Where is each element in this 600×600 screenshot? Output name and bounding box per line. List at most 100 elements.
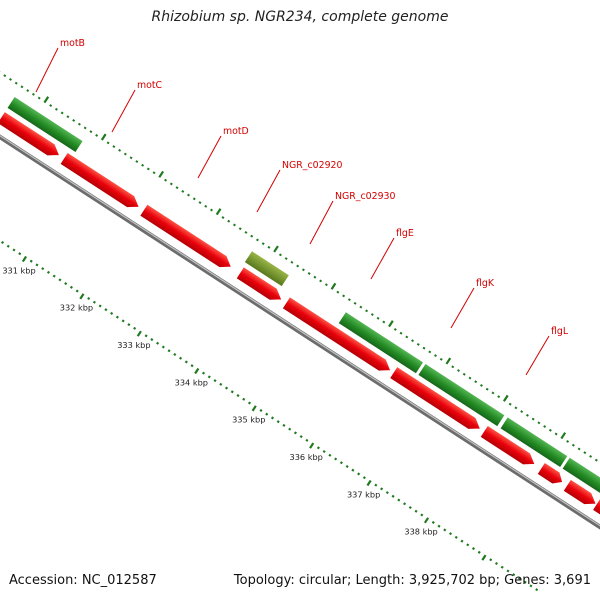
ruler-label: 338 kbp bbox=[404, 527, 437, 537]
ruler-minor-tick bbox=[293, 431, 297, 435]
ruler-minor-tick bbox=[403, 502, 407, 506]
reverse-gene-arrow bbox=[235, 266, 283, 301]
outer-minor-tick bbox=[566, 440, 570, 443]
outer-minor-tick bbox=[370, 313, 374, 316]
ruler-minor-tick bbox=[230, 390, 234, 394]
reverse-gene-arrow bbox=[59, 151, 140, 209]
ruler-minor-tick bbox=[397, 498, 401, 502]
outer-minor-tick bbox=[479, 384, 483, 387]
outer-major-tick bbox=[158, 170, 165, 178]
outer-minor-tick bbox=[548, 428, 552, 432]
outer-minor-tick bbox=[439, 357, 443, 361]
genome-summary-text: Topology: circular; Length: 3,925,702 bp… bbox=[233, 573, 591, 588]
ruler-major-tick bbox=[21, 255, 28, 263]
ruler-minor-tick bbox=[414, 509, 418, 513]
ruler-label: 334 kbp bbox=[175, 377, 208, 387]
ruler-minor-tick bbox=[69, 285, 73, 289]
ruler-minor-tick bbox=[179, 356, 183, 360]
ruler-minor-tick bbox=[489, 558, 493, 562]
outer-minor-tick bbox=[491, 391, 495, 395]
outer-minor-tick bbox=[118, 148, 122, 152]
ruler-minor-tick bbox=[408, 505, 412, 510]
gene-label-ngr-c02920: NGR_c02920 bbox=[282, 160, 342, 171]
ruler-minor-tick bbox=[242, 397, 246, 401]
ruler-minor-tick bbox=[161, 345, 165, 349]
ruler-minor-tick bbox=[110, 311, 114, 315]
outer-minor-tick bbox=[54, 107, 58, 111]
outer-minor-tick bbox=[434, 354, 437, 358]
ruler-minor-tick bbox=[52, 274, 56, 278]
outer-major-tick bbox=[502, 394, 509, 402]
reverse-gene-arrow bbox=[281, 295, 392, 372]
outer-minor-tick bbox=[531, 417, 535, 421]
outer-minor-tick bbox=[405, 335, 409, 339]
ruler-minor-tick bbox=[58, 278, 62, 282]
ruler-minor-tick bbox=[477, 550, 481, 554]
outer-minor-tick bbox=[324, 283, 328, 287]
reverse-gene-arrow bbox=[0, 110, 61, 157]
outer-minor-tick bbox=[221, 216, 225, 219]
gene-label-motc: motC bbox=[137, 80, 163, 91]
forward-gene-block bbox=[499, 416, 569, 469]
gene-label-leader bbox=[450, 287, 475, 329]
backbone-line bbox=[0, 134, 600, 530]
reverse-gene-arrow bbox=[536, 461, 564, 485]
outer-minor-tick bbox=[485, 387, 489, 391]
outer-minor-tick bbox=[336, 290, 340, 294]
outer-minor-tick bbox=[525, 413, 529, 417]
ruler-minor-tick bbox=[12, 248, 16, 252]
ruler-minor-tick bbox=[506, 569, 510, 573]
outer-minor-tick bbox=[261, 242, 265, 246]
ruler-minor-tick bbox=[150, 338, 154, 342]
outer-minor-tick bbox=[187, 193, 190, 197]
outer-major-tick bbox=[215, 208, 222, 216]
ruler-minor-tick bbox=[512, 573, 516, 577]
outer-minor-tick bbox=[399, 331, 403, 335]
outer-minor-tick bbox=[123, 152, 127, 156]
outer-minor-tick bbox=[284, 257, 288, 261]
outer-minor-tick bbox=[571, 443, 575, 447]
gene-label-motd: motD bbox=[223, 126, 249, 137]
ruler-major-tick bbox=[136, 330, 142, 337]
ruler-minor-tick bbox=[213, 379, 217, 383]
forward-gene-block bbox=[337, 310, 425, 375]
ruler-minor-tick bbox=[0, 240, 5, 245]
outer-minor-tick bbox=[169, 182, 173, 186]
ruler-minor-tick bbox=[494, 561, 498, 566]
gene-label-flgl: flgL bbox=[551, 326, 569, 337]
ruler-minor-tick bbox=[523, 580, 527, 584]
outer-minor-tick bbox=[353, 301, 357, 305]
outer-minor-tick bbox=[319, 279, 323, 283]
ruler-minor-tick bbox=[316, 446, 320, 450]
outer-minor-tick bbox=[462, 372, 466, 376]
outer-minor-tick bbox=[508, 402, 512, 406]
ruler-minor-tick bbox=[41, 267, 45, 271]
outer-minor-tick bbox=[227, 219, 231, 223]
ruler-minor-tick bbox=[471, 547, 476, 551]
outer-minor-tick bbox=[347, 298, 351, 302]
ruler-minor-tick bbox=[449, 532, 453, 536]
gene-label-leader bbox=[525, 335, 550, 376]
gene-label-leader bbox=[197, 135, 222, 179]
gene-label-leader bbox=[370, 237, 395, 280]
ruler-minor-tick bbox=[431, 520, 435, 524]
backbone-highlight bbox=[0, 135, 600, 527]
outer-major-tick bbox=[330, 282, 337, 290]
ruler-minor-tick bbox=[184, 360, 188, 364]
outer-minor-tick bbox=[393, 328, 397, 331]
ruler-minor-tick bbox=[133, 326, 137, 330]
gene-label-flge: flgE bbox=[396, 228, 414, 239]
gene-label-leader bbox=[309, 200, 334, 245]
outer-minor-tick bbox=[474, 380, 478, 384]
ruler-minor-tick bbox=[18, 252, 22, 256]
ruler-minor-tick bbox=[391, 494, 395, 498]
outer-minor-tick bbox=[520, 410, 524, 414]
ruler-minor-tick bbox=[535, 588, 539, 592]
ruler-minor-tick bbox=[345, 464, 349, 468]
ruler-minor-tick bbox=[374, 483, 378, 487]
gene-label-motb: motB bbox=[60, 38, 85, 49]
ruler-minor-tick bbox=[443, 528, 447, 532]
ruler-minor-tick bbox=[437, 524, 441, 528]
map-title: Rhizobium sp. NGR234, complete genome bbox=[151, 9, 449, 25]
ruler-minor-tick bbox=[380, 487, 384, 491]
